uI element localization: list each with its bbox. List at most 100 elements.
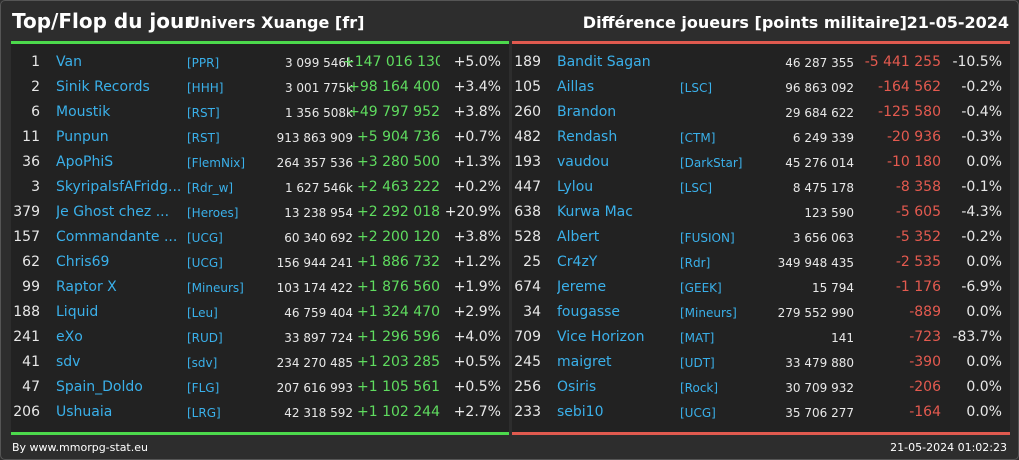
rank-cell: 189 [514,54,541,70]
table-row: 260 Brandon 29 684 622 -125 580 -0.4% [512,100,1010,125]
player-name-link[interactable]: SkyripalsfAFridg... [56,179,182,195]
percent-cell: +20.9% [444,204,501,220]
percent-cell: -0.1% [961,179,1002,195]
rank-cell: 99 [22,279,40,295]
rank-cell: 528 [514,229,541,245]
player-name-link[interactable]: fougasse [557,304,621,320]
player-name-link[interactable]: Liquid [56,304,99,320]
alliance-tag[interactable]: [UCG] [680,406,716,420]
alliance-tag[interactable]: [Rock] [680,381,719,395]
player-name-link[interactable]: Brandon [557,104,617,120]
alliance-tag[interactable]: [HHH] [187,81,224,95]
table-row: 233 sebi10 [UCG] 35 706 277 -164 0.0% [512,400,1010,425]
player-name-link[interactable]: vaudou [557,154,610,170]
points-cell: 33 897 724 [284,331,353,345]
player-name-link[interactable]: Ushuaia [56,404,113,420]
table-row: 25 Cr4zY [Rdr] 349 948 435 -2 535 0.0% [512,250,1010,275]
diff-cell: +1 203 285 [357,354,440,370]
alliance-tag[interactable]: [sdv] [187,356,218,370]
table-row: 6 Moustik [RST] 1 356 508k +49 797 952 +3.8% [11,100,509,125]
table-row: 105 Aillas [LSC] 96 863 092 -164 562 -0.2% [512,75,1010,100]
alliance-tag[interactable]: [CTM] [680,131,716,145]
player-name-link[interactable]: Van [56,54,82,70]
rank-cell: 34 [523,304,541,320]
alliance-tag[interactable]: [FlemNix] [187,156,246,170]
alliance-tag[interactable]: [LRG] [187,406,221,420]
table-row: 709 Vice Horizon [MAT] 141 -723 -83.7% [512,325,1010,350]
alliance-tag[interactable]: [UDT] [680,356,715,370]
diff-cell: -1 176 [895,279,941,295]
alliance-tag[interactable]: [RST] [187,131,220,145]
player-name-link[interactable]: Raptor X [56,279,117,295]
alliance-tag[interactable]: [FLG] [187,381,220,395]
percent-cell: +1.3% [453,154,501,170]
player-name-link[interactable]: Osiris [557,379,597,395]
alliance-tag[interactable]: [GEEK] [680,281,722,295]
alliance-tag[interactable]: [Mineurs] [680,306,737,320]
table-row: 99 Raptor X [Mineurs] 103 174 422 +1 876 560… [11,275,509,300]
player-name-link[interactable]: Cr4zY [557,254,598,270]
player-name-link[interactable]: Je Ghost chez ... [56,204,170,220]
player-name-link[interactable]: sdv [56,354,81,370]
diff-cell: -8 358 [895,179,941,195]
diff-cell: -10 180 [886,154,941,170]
rank-cell: 379 [13,204,40,220]
player-name-link[interactable]: Chris69 [56,254,110,270]
diff-cell: +1 886 732 [357,254,440,270]
player-name-link[interactable]: Rendash [557,129,618,145]
alliance-tag[interactable]: [LSC] [680,181,713,195]
player-name-link[interactable]: Aillas [557,79,595,95]
player-name-link[interactable]: Albert [557,229,600,245]
alliance-tag[interactable]: [UCG] [187,231,223,245]
rank-cell: 233 [514,404,541,420]
alliance-tag[interactable]: [RUD] [187,331,223,345]
alliance-tag[interactable]: [Rdr_w] [187,181,234,195]
points-cell: 8 475 178 [792,181,854,195]
diff-cell: +5 904 736 [357,129,440,145]
alliance-tag[interactable]: [Leu] [187,306,218,320]
player-name-link[interactable]: maigret [557,354,612,370]
diff-cell: -5 605 [895,204,941,220]
alliance-tag[interactable]: [Mineurs] [187,281,244,295]
player-name-link[interactable]: eXo [56,329,83,345]
points-cell: 1 627 546k [284,181,353,195]
player-name-link[interactable]: Vice Horizon [557,329,645,345]
player-name-link[interactable]: Commandante ... [56,229,178,245]
rank-cell: 674 [514,279,541,295]
points-cell: 13 238 954 [284,206,353,220]
player-name-link[interactable]: Spain_Doldo [56,379,143,395]
alliance-tag[interactable]: [DarkStar] [680,156,743,170]
percent-cell: +5.0% [453,54,501,70]
alliance-tag[interactable]: [MAT] [680,331,715,345]
percent-cell: -10.5% [952,54,1002,70]
alliance-tag[interactable]: [UCG] [187,256,223,270]
alliance-tag[interactable]: [RST] [187,106,220,120]
table-row: 206 Ushuaia [LRG] 42 318 592 +1 102 244 +2.7% [11,400,509,425]
rank-cell: 6 [31,104,40,120]
alliance-tag[interactable]: [LSC] [680,81,713,95]
alliance-tag[interactable]: [Rdr] [680,256,711,270]
player-name-link[interactable]: Kurwa Mac [557,204,633,220]
player-name-link[interactable]: Lylou [557,179,594,195]
top-players-panel: 1 Van [PPR] 3 099 546k +147 016 130 +5.0% 2 Sin… [11,41,509,435]
rank-cell: 260 [514,104,541,120]
table-row: 34 fougasse [Mineurs] 279 552 990 -889 0.0% [512,300,1010,325]
alliance-tag[interactable]: [Heroes] [187,206,239,220]
player-name-link[interactable]: Bandit Sagan [557,54,651,70]
player-name-link[interactable]: ApoPhiS [56,154,114,170]
player-name-link[interactable]: Sinik Records [56,79,150,95]
player-name-link[interactable]: Punpun [56,129,109,145]
alliance-tag[interactable]: [PPR] [187,56,220,70]
table-row: 62 Chris69 [UCG] 156 944 241 +1 886 732 +1.2% [11,250,509,275]
player-name-link[interactable]: sebi10 [557,404,604,420]
rank-cell: 188 [13,304,40,320]
percent-cell: 0.0% [966,304,1002,320]
diff-cell: -5 441 255 [864,54,941,70]
percent-cell: +2.7% [453,404,501,420]
player-name-link[interactable]: Jereme [557,279,607,295]
footer-credit: By www.mmorpg-stat.eu [12,441,148,454]
table-row: 256 Osiris [Rock] 30 709 932 -206 0.0% [512,375,1010,400]
points-cell: 46 287 355 [785,56,854,70]
alliance-tag[interactable]: [FUSION] [680,231,735,245]
player-name-link[interactable]: Moustik [56,104,111,120]
